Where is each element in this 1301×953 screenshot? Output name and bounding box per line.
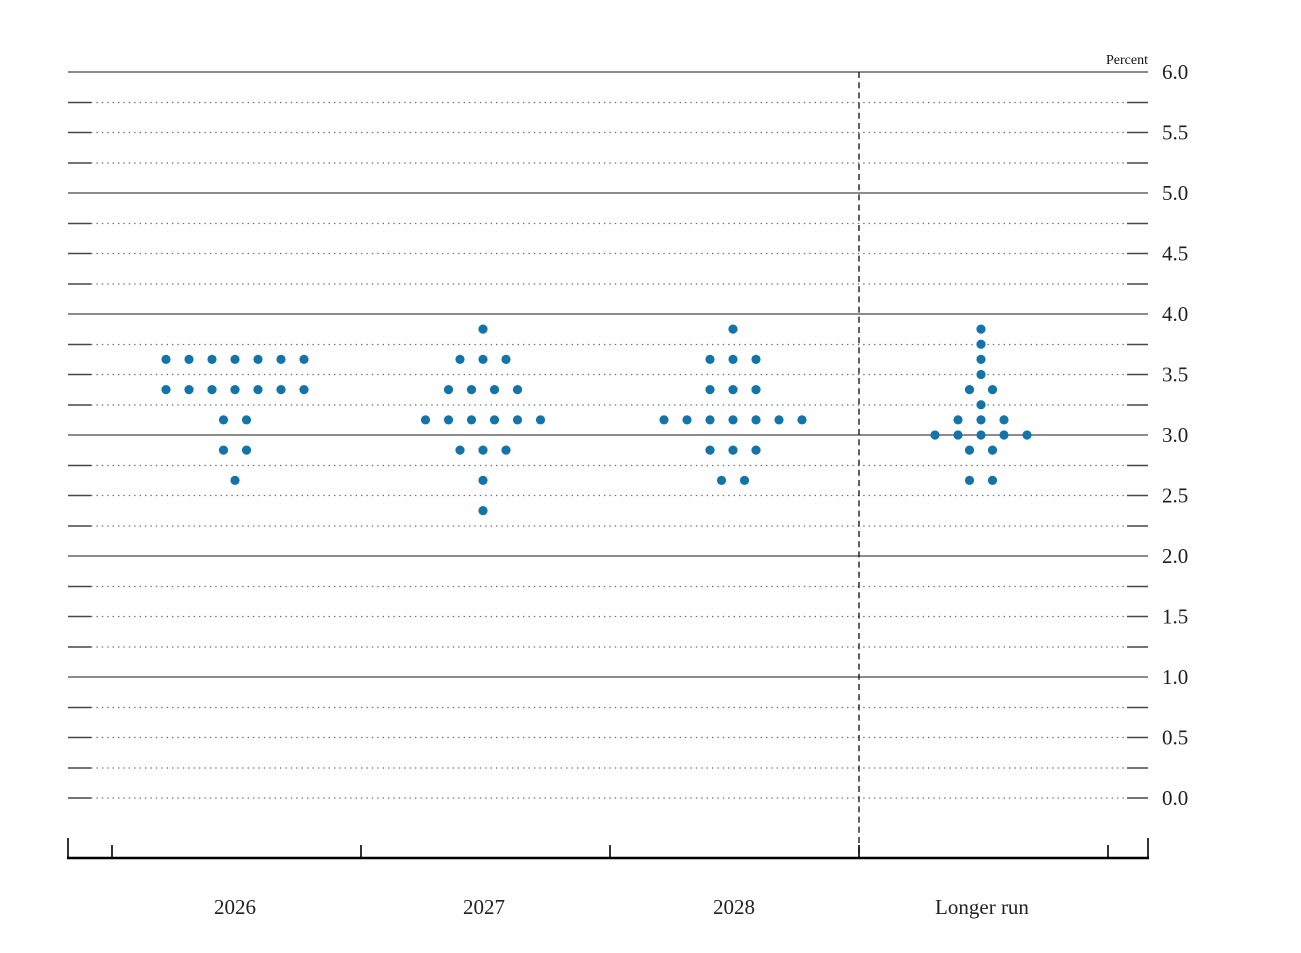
projection-dot: [659, 415, 669, 425]
projection-dot: [455, 445, 465, 455]
projection-dot: [705, 385, 715, 395]
y-tick-label-3.0: 3.0: [1162, 423, 1188, 447]
projection-dot: [953, 430, 963, 440]
x-tick-label-longer-run: Longer run: [935, 895, 1029, 919]
projection-dot: [987, 475, 998, 485]
projection-dot: [751, 354, 761, 364]
y-tick-label-4.0: 4.0: [1162, 302, 1188, 326]
projection-dot: [976, 369, 986, 380]
grid-layer: 0.0 0.5 1.0 1.5 2.0 2.5 3.0 3.5 4.0 4.5 5.0 5.5 6.0: [68, 60, 1188, 858]
projection-dot: [976, 430, 986, 440]
projection-dot: [751, 415, 761, 425]
y-tick-label-5.5: 5.5: [1162, 121, 1188, 145]
projection-dot: [478, 475, 488, 485]
projection-dot: [953, 415, 963, 425]
projection-dot: [478, 354, 488, 364]
projection-dot: [299, 354, 309, 364]
projection-dot: [478, 445, 488, 455]
projection-dot: [739, 475, 750, 485]
projection-dot: [478, 324, 488, 334]
projection-dot: [161, 385, 171, 395]
y-tick-label-4.5: 4.5: [1162, 242, 1188, 266]
projection-dots-layer: [161, 324, 1032, 516]
projection-dot: [276, 385, 286, 395]
projection-dot: [161, 354, 171, 364]
projection-dot: [705, 415, 715, 425]
projection-dot: [443, 415, 454, 425]
y-tick-label-1.0: 1.0: [1162, 665, 1188, 689]
y-tick-label-6.0: 6.0: [1162, 60, 1188, 84]
projection-dot: [682, 415, 692, 425]
projection-dot: [253, 385, 263, 395]
y-tick-label-1.5: 1.5: [1162, 605, 1188, 629]
y-tick-label-0.5: 0.5: [1162, 726, 1188, 750]
projection-dot: [478, 506, 488, 516]
projection-dot: [999, 430, 1009, 440]
y-tick-label-5.0: 5.0: [1162, 181, 1188, 205]
projection-dot: [1022, 430, 1032, 440]
projection-dot: [705, 445, 715, 455]
projection-dot: [241, 415, 252, 425]
projection-dot: [976, 400, 986, 410]
projection-dot: [184, 385, 194, 395]
projection-dot: [751, 385, 761, 395]
projection-dot: [976, 354, 986, 364]
projection-dot: [455, 354, 465, 364]
projection-dot: [964, 385, 975, 395]
projection-dot: [751, 445, 761, 455]
projection-dot: [420, 415, 431, 425]
y-axis-unit-label: Percent: [1106, 53, 1148, 68]
projection-dot: [976, 339, 986, 349]
projection-dot: [489, 415, 500, 425]
projection-dot: [728, 415, 738, 425]
y-tick-label-0.0: 0.0: [1162, 786, 1188, 810]
projection-dot: [230, 354, 240, 364]
projection-dot: [797, 415, 807, 425]
x-axis: [67, 838, 1149, 860]
projection-dot: [466, 415, 477, 425]
projection-dot: [705, 354, 715, 364]
projection-dot: [276, 354, 286, 364]
x-tick-label-2026: 2026: [214, 895, 256, 919]
projection-dot: [535, 415, 546, 425]
projection-dot: [230, 475, 240, 485]
projection-dot: [728, 354, 738, 364]
projection-dot: [930, 430, 940, 440]
projection-dot: [999, 415, 1009, 425]
projection-dot: [964, 445, 975, 455]
projection-dot: [466, 385, 477, 395]
projection-dot: [976, 324, 986, 334]
projection-dot: [230, 385, 240, 395]
x-tick-label-2028: 2028: [713, 895, 755, 919]
projection-dot: [207, 385, 217, 395]
projection-dot: [774, 415, 784, 425]
projection-dot: [728, 385, 738, 395]
x-tick-label-2027: 2027: [463, 895, 505, 919]
projection-dot: [728, 445, 738, 455]
projection-dot: [218, 445, 229, 455]
projection-dot: [501, 354, 511, 364]
projection-dot: [253, 354, 263, 364]
projection-dot: [716, 475, 727, 485]
projection-dot: [443, 385, 454, 395]
projection-dot: [728, 324, 738, 334]
projection-dot: [501, 445, 511, 455]
projection-dot: [512, 385, 523, 395]
projection-dot: [299, 385, 309, 395]
projection-dot: [512, 415, 523, 425]
projection-dot: [976, 415, 986, 425]
projection-dot: [964, 475, 975, 485]
projection-dot: [241, 445, 252, 455]
y-tick-label-2.5: 2.5: [1162, 484, 1188, 508]
projection-dot: [218, 415, 229, 425]
projection-dot: [207, 354, 217, 364]
projection-dot: [489, 385, 500, 395]
y-tick-label-3.5: 3.5: [1162, 363, 1188, 387]
projection-dot: [987, 385, 998, 395]
y-tick-label-2.0: 2.0: [1162, 544, 1188, 568]
projection-dot: [184, 354, 194, 364]
projection-dot: [987, 445, 998, 455]
